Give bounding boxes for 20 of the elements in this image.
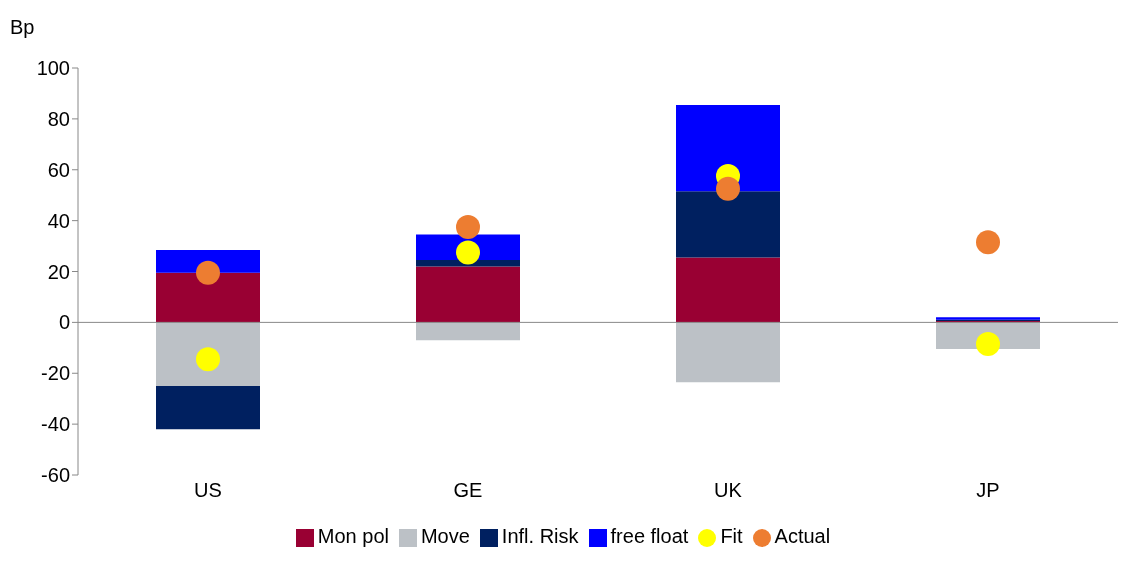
y-tick-label: 40: [47, 209, 70, 232]
x-tick-label: JP: [976, 479, 1000, 502]
legend-label: Move: [420, 525, 470, 547]
y-tick-label: 100: [36, 57, 70, 80]
y-tick-label: -40: [41, 413, 70, 436]
y-axis-title: Bp: [10, 16, 35, 39]
legend-label: Infl. Risk: [501, 525, 579, 547]
y-tick-label: 80: [47, 107, 70, 130]
y-tick-label: -60: [41, 464, 70, 487]
y-tick-label: 60: [47, 158, 70, 181]
legend-label: free float: [610, 525, 689, 547]
x-tick-label: US: [194, 479, 222, 502]
y-tick-label: 20: [47, 260, 70, 283]
legend-label: Fit: [720, 525, 743, 547]
x-tick-label: GE: [453, 479, 483, 502]
legend-label: Mon pol: [317, 525, 389, 547]
x-tick-label: UK: [714, 479, 743, 502]
y-tick-label: -20: [41, 362, 70, 385]
legend-label: Actual: [774, 525, 831, 547]
y-tick-label: 0: [58, 311, 70, 334]
